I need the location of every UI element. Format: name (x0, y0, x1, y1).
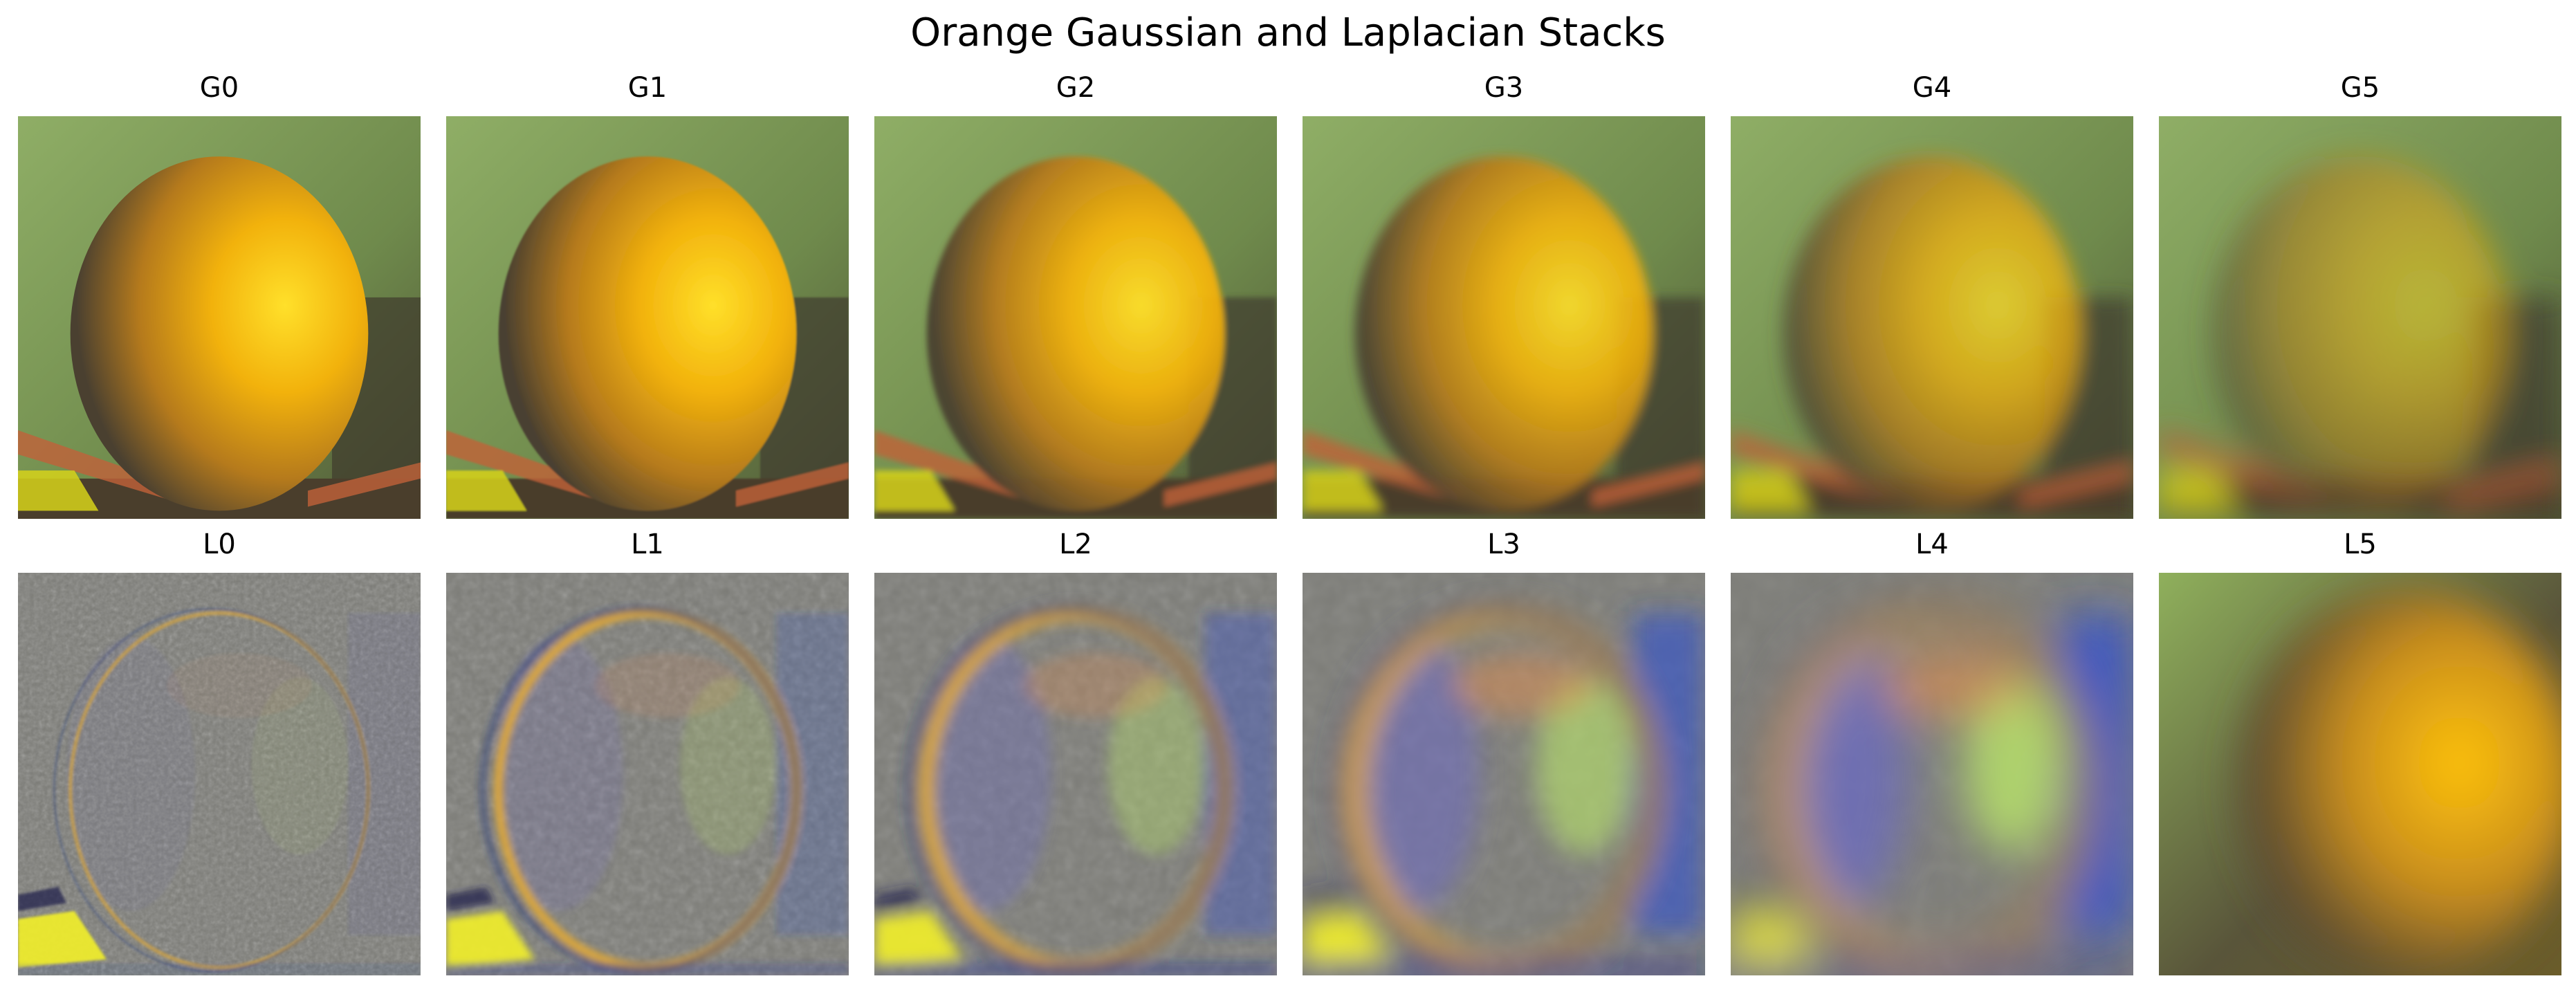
gaussian-panel-g5: G5 (2159, 69, 2561, 519)
panel-title: L0 (203, 529, 236, 560)
panel-title: G5 (2340, 72, 2380, 104)
panel-title: G4 (1912, 72, 1952, 104)
gaussian-image-g2 (874, 116, 1277, 519)
laplacian-image-l4 (1731, 573, 2133, 975)
gaussian-panel-g4: G4 (1731, 69, 2133, 519)
gaussian-panel-g1: G1 (446, 69, 849, 519)
laplacian-image-l1 (446, 573, 849, 975)
laplacian-image-l0 (18, 573, 421, 975)
panel-title: G2 (1056, 72, 1096, 104)
laplacian-panel-l4: L4 (1731, 526, 2133, 975)
gaussian-panel-g2: G2 (874, 69, 1277, 519)
laplacian-panel-l1: L1 (446, 526, 849, 975)
gaussian-image-g1 (446, 116, 849, 519)
laplacian-panel-l2: L2 (874, 526, 1277, 975)
gaussian-panel-g3: G3 (1303, 69, 1705, 519)
panel-title: L1 (631, 529, 664, 560)
gaussian-panel-g0: G0 (18, 69, 421, 519)
panel-title: G0 (199, 72, 239, 104)
panel-title: L2 (1059, 529, 1092, 560)
gaussian-image-g5 (2159, 116, 2561, 519)
laplacian-panel-l5: L5 (2159, 526, 2561, 975)
laplacian-image-l5 (2159, 573, 2561, 975)
panel-title: L5 (2344, 529, 2377, 560)
panel-title: G1 (627, 72, 668, 104)
gaussian-image-g0 (18, 116, 421, 519)
panel-title: L3 (1487, 529, 1520, 560)
laplacian-panel-l0: L0 (18, 526, 421, 975)
figure-title: Orange Gaussian and Laplacian Stacks (910, 10, 1666, 55)
laplacian-image-l2 (874, 573, 1277, 975)
laplacian-panel-l3: L3 (1303, 526, 1705, 975)
laplacian-image-l3 (1303, 573, 1705, 975)
gaussian-image-g3 (1303, 116, 1705, 519)
gaussian-image-g4 (1731, 116, 2133, 519)
panel-title: G3 (1484, 72, 1524, 104)
panel-title: L4 (1915, 529, 1949, 560)
